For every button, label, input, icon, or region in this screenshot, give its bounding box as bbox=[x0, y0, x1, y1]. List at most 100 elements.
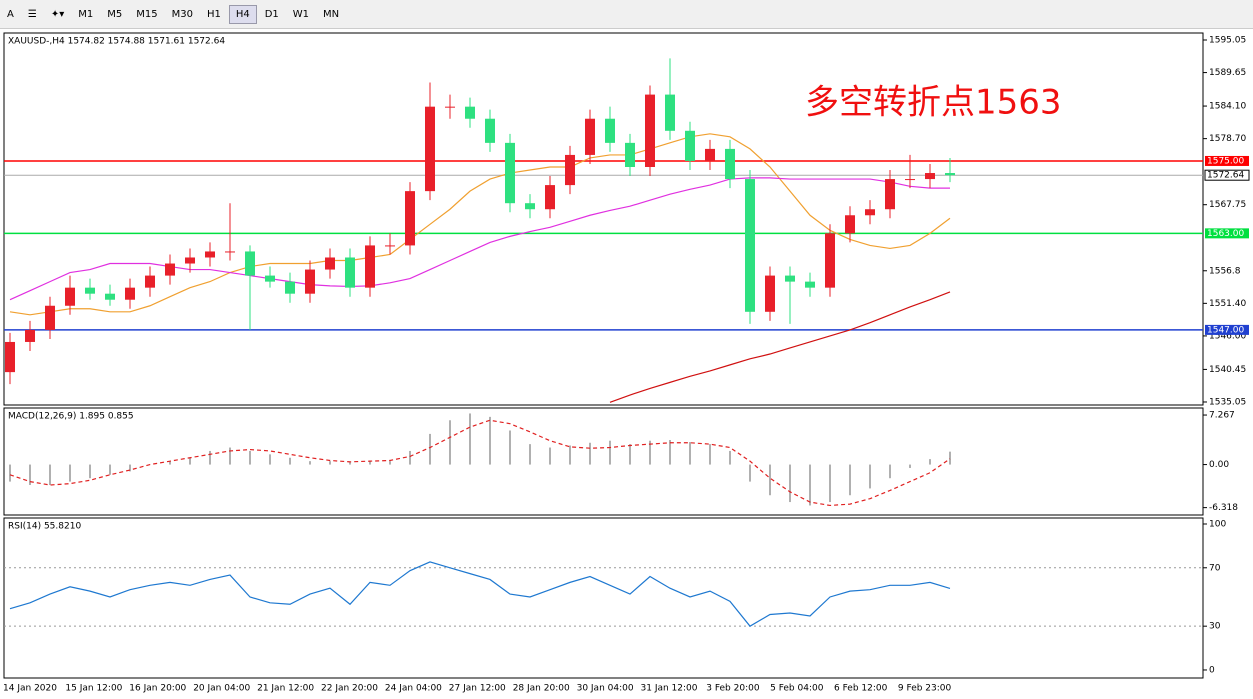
x-tick-label: 20 Jan 04:00 bbox=[193, 684, 250, 694]
pane bbox=[3, 407, 1204, 516]
candle-body bbox=[405, 191, 415, 246]
font-button[interactable]: A bbox=[7, 8, 14, 20]
candle-body bbox=[585, 118, 595, 155]
pane bbox=[3, 32, 1204, 406]
x-tick-label: 6 Feb 12:00 bbox=[834, 684, 888, 694]
level-tag bbox=[1205, 228, 1249, 239]
timeframe-button[interactable]: M30 bbox=[171, 8, 193, 20]
candle-body bbox=[265, 275, 275, 282]
y-tick-label: 0 bbox=[1209, 665, 1215, 675]
candle-body bbox=[625, 142, 635, 167]
candle-body bbox=[645, 94, 655, 167]
timeframe-button[interactable]: D1 bbox=[264, 8, 279, 20]
y-tick-label: 1595.05 bbox=[1209, 35, 1246, 45]
x-tick-label: 24 Jan 04:00 bbox=[385, 684, 442, 694]
timeframe-button[interactable]: H4 bbox=[228, 4, 257, 24]
level-label: 1547.00 bbox=[1207, 325, 1244, 335]
text-tool[interactable]: ☰ bbox=[27, 8, 37, 20]
y-tick-label: 7.267 bbox=[1209, 411, 1235, 421]
candle-body bbox=[705, 148, 715, 161]
timeframe-button[interactable]: M5 bbox=[107, 8, 123, 20]
candle-body bbox=[765, 275, 775, 312]
candle-body bbox=[545, 185, 555, 210]
candle-body bbox=[345, 257, 355, 288]
y-tick-label: 30 bbox=[1209, 622, 1221, 632]
toolbar: A ☰ ✦▾ M1 M5 M15 M30 H1 H4 D1 W1 MN bbox=[0, 0, 1253, 29]
current-label: 1572.64 bbox=[1207, 171, 1244, 181]
candle-body bbox=[325, 257, 335, 270]
candle-body bbox=[445, 106, 455, 108]
candle-body bbox=[685, 130, 695, 161]
candle-body bbox=[925, 173, 935, 180]
y-tick-label: 0.00 bbox=[1209, 460, 1229, 470]
current-tag bbox=[1204, 169, 1250, 181]
moving-average bbox=[609, 291, 951, 403]
candle-body bbox=[245, 251, 255, 276]
candle-body bbox=[205, 251, 215, 258]
candle-body bbox=[825, 233, 835, 288]
y-tick-label: 1556.8 bbox=[1209, 266, 1241, 276]
level-tag bbox=[1205, 155, 1249, 166]
candle-body bbox=[425, 106, 435, 192]
candle-body bbox=[945, 173, 955, 176]
candle-body bbox=[45, 305, 55, 330]
x-tick-label: 22 Jan 20:00 bbox=[321, 684, 378, 694]
candle-body bbox=[25, 329, 35, 342]
candle-body bbox=[65, 287, 75, 306]
candle-body bbox=[665, 94, 675, 131]
y-tick-label: 1589.65 bbox=[1209, 68, 1246, 78]
timeframe-button[interactable]: M15 bbox=[136, 8, 158, 20]
x-tick-label: 21 Jan 12:00 bbox=[257, 684, 314, 694]
candle-body bbox=[485, 118, 495, 143]
x-tick-label: 27 Jan 12:00 bbox=[449, 684, 506, 694]
candle-body bbox=[105, 293, 115, 300]
timeframe-button[interactable]: H1 bbox=[206, 8, 221, 20]
timeframe-button[interactable]: MN bbox=[323, 8, 340, 20]
candle-body bbox=[465, 106, 475, 119]
moving-average bbox=[9, 133, 951, 316]
level-label: 1563.00 bbox=[1207, 229, 1244, 239]
x-tick-label: 14 Jan 2020 bbox=[3, 684, 57, 694]
pane-title: XAUUSD-,H4 1574.82 1574.88 1571.61 1572.… bbox=[8, 37, 225, 47]
candle-body bbox=[525, 203, 535, 210]
x-tick-label: 30 Jan 04:00 bbox=[577, 684, 634, 694]
level-tag bbox=[1205, 324, 1249, 335]
candle-body bbox=[225, 251, 235, 253]
y-tick-label: 1567.75 bbox=[1209, 200, 1246, 210]
candle-body bbox=[605, 118, 615, 143]
candle-body bbox=[285, 281, 295, 294]
y-tick-label: 1535.05 bbox=[1209, 397, 1246, 407]
candle-body bbox=[305, 269, 315, 294]
candle-body bbox=[505, 142, 515, 204]
x-tick-label: 16 Jan 20:00 bbox=[129, 684, 186, 694]
candle-body bbox=[885, 179, 895, 210]
candle-body bbox=[5, 341, 15, 373]
candle-body bbox=[385, 245, 395, 247]
candle-body bbox=[785, 275, 795, 282]
shapes-tool[interactable]: ✦▾ bbox=[50, 8, 65, 20]
x-tick-label: 5 Feb 04:00 bbox=[770, 684, 824, 694]
x-tick-label: 3 Feb 20:00 bbox=[706, 684, 760, 694]
candle-body bbox=[145, 275, 155, 288]
y-tick-label: 1584.10 bbox=[1209, 102, 1246, 112]
y-tick-label: 100 bbox=[1209, 519, 1226, 529]
rsi-line bbox=[9, 561, 951, 627]
pane-title: MACD(12,26,9) 1.895 0.855 bbox=[8, 412, 134, 422]
y-tick-label: 1551.40 bbox=[1209, 299, 1246, 309]
candle-body bbox=[185, 257, 195, 264]
annotation: 多空转折点1563 bbox=[805, 83, 1062, 123]
candle-body bbox=[365, 245, 375, 288]
y-tick-label: 1540.45 bbox=[1209, 365, 1246, 375]
x-tick-label: 31 Jan 12:00 bbox=[641, 684, 698, 694]
candle-body bbox=[165, 263, 175, 276]
pane-title: RSI(14) 55.8210 bbox=[8, 522, 81, 532]
level-label: 1575.00 bbox=[1207, 156, 1244, 166]
timeframe-button[interactable]: W1 bbox=[292, 8, 310, 20]
pane bbox=[3, 517, 1204, 679]
y-tick-label: 1546.00 bbox=[1209, 331, 1246, 341]
y-tick-label: 1578.70 bbox=[1209, 134, 1246, 144]
timeframe-button[interactable]: M1 bbox=[78, 8, 94, 20]
candle-body bbox=[125, 287, 135, 300]
x-tick-label: 15 Jan 12:00 bbox=[65, 684, 122, 694]
